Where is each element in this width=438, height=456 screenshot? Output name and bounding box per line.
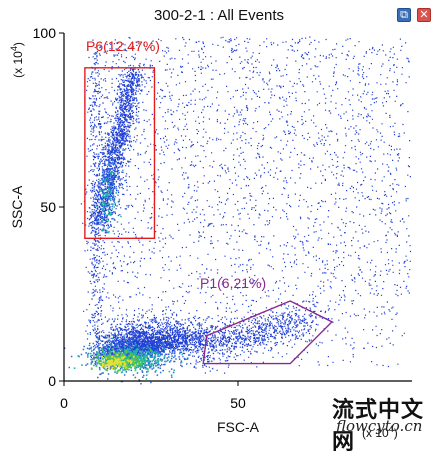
density-cluster (90, 132, 127, 228)
density-cluster (95, 163, 122, 234)
density-cluster (90, 346, 163, 373)
scatter-plot: 0 50 0 50 100 P6(12.47%) P1(6.21%) FSC-A SS… (9, 25, 412, 440)
density-cluster (63, 330, 214, 385)
gate-p6-label: P6(12.47%) (86, 38, 160, 54)
x-tick-label: 0 (60, 395, 68, 411)
x-tick-label: 50 (230, 395, 246, 411)
event-dots (80, 36, 412, 374)
density-cluster (96, 350, 137, 370)
event-dot-cloud (80, 36, 412, 374)
gate-p1-polygon[interactable] (202, 300, 334, 365)
watermark-logo: 流式中文网 flowcyto.cn (326, 390, 438, 455)
close-icon[interactable]: ✕ (417, 8, 431, 22)
density-core (63, 132, 214, 385)
x-axis-ticks: 0 50 (60, 381, 246, 411)
y-tick-label: 50 (40, 199, 56, 215)
y-tick-label: 0 (48, 373, 56, 389)
x-axis-label: FSC-A (217, 419, 260, 435)
y-axis-multiplier: (x 104) (9, 42, 25, 78)
restore-icon[interactable]: ⧉ (397, 8, 411, 22)
window-title: 300-2-1 : All Events (153, 7, 285, 24)
y-tick-label: 100 (33, 25, 57, 41)
y-axis-ticks: 0 50 100 (33, 25, 64, 389)
gate-p1-label: P1(6.21%) (200, 275, 266, 291)
title-bar: 300-2-1 : All Events ⧉ ✕ (0, 0, 438, 32)
y-axis-label: SSC-A (9, 185, 25, 228)
watermark-site: flowcyto.cn (336, 417, 423, 435)
gate-p6-rectangle[interactable] (84, 67, 156, 240)
